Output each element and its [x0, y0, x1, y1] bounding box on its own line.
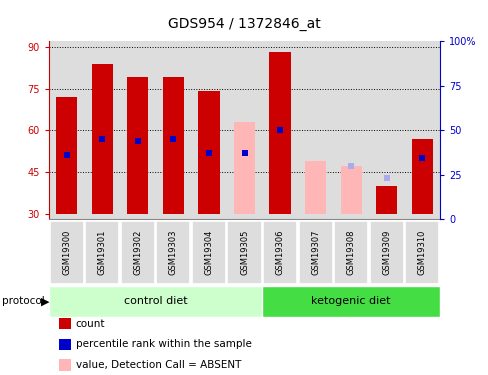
Bar [191, 41, 226, 219]
FancyBboxPatch shape [191, 220, 225, 284]
Bar [404, 41, 439, 219]
Text: GSM19309: GSM19309 [382, 230, 390, 275]
Text: GDS954 / 1372846_at: GDS954 / 1372846_at [168, 17, 320, 31]
Text: protocol: protocol [2, 297, 45, 306]
Text: count: count [76, 319, 105, 328]
Text: GSM19303: GSM19303 [168, 230, 178, 275]
Bar [305, 161, 325, 214]
FancyBboxPatch shape [49, 220, 83, 284]
FancyBboxPatch shape [369, 220, 403, 284]
Text: percentile rank within the sample: percentile rank within the sample [76, 339, 251, 349]
FancyBboxPatch shape [156, 220, 190, 284]
Bar [127, 77, 148, 214]
Text: GSM19308: GSM19308 [346, 230, 355, 275]
Bar [233, 122, 255, 214]
FancyBboxPatch shape [85, 220, 119, 284]
Bar [411, 139, 432, 214]
Text: GSM19304: GSM19304 [204, 230, 213, 275]
Bar [368, 41, 404, 219]
Bar [155, 41, 191, 219]
Bar [91, 63, 113, 214]
Bar [375, 186, 397, 214]
Bar [120, 41, 155, 219]
Text: GSM19301: GSM19301 [98, 230, 106, 275]
Text: GSM19302: GSM19302 [133, 230, 142, 275]
Bar [262, 41, 297, 219]
Bar [297, 41, 333, 219]
Bar [84, 41, 120, 219]
Text: GSM19310: GSM19310 [417, 230, 426, 275]
FancyBboxPatch shape [121, 220, 155, 284]
Bar [269, 53, 290, 214]
Text: ▶: ▶ [41, 297, 49, 306]
FancyBboxPatch shape [263, 220, 297, 284]
Text: value, Detection Call = ABSENT: value, Detection Call = ABSENT [76, 360, 241, 370]
Text: GSM19305: GSM19305 [240, 230, 248, 275]
FancyBboxPatch shape [298, 220, 332, 284]
Text: GSM19307: GSM19307 [310, 230, 320, 275]
Text: ketogenic diet: ketogenic diet [311, 297, 390, 306]
Text: control diet: control diet [123, 297, 187, 306]
FancyBboxPatch shape [405, 220, 439, 284]
Text: GSM19300: GSM19300 [62, 230, 71, 275]
Bar [226, 41, 262, 219]
Bar [340, 166, 361, 214]
Text: GSM19306: GSM19306 [275, 230, 284, 275]
FancyBboxPatch shape [333, 220, 367, 284]
Bar [49, 41, 84, 219]
FancyBboxPatch shape [262, 286, 439, 317]
FancyBboxPatch shape [49, 286, 262, 317]
Bar [163, 77, 183, 214]
Bar [333, 41, 368, 219]
Bar [198, 92, 219, 214]
FancyBboxPatch shape [227, 220, 261, 284]
Bar [56, 97, 77, 214]
